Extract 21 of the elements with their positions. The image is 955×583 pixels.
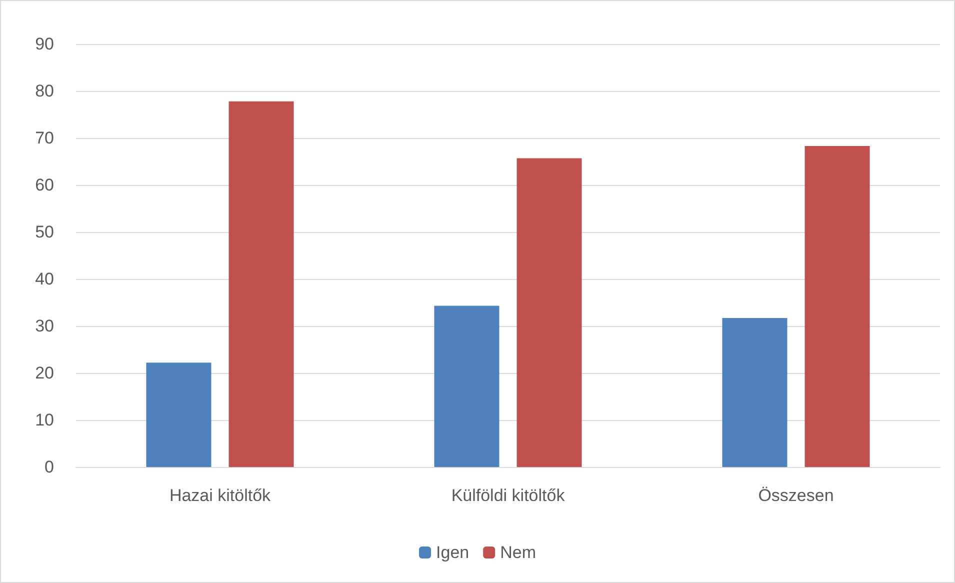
y-tick-label: 30 [35,316,54,336]
x-tick-label: Hazai kitöltők [169,486,272,505]
bar [516,158,582,467]
y-tick-label: 50 [35,222,54,242]
y-tick-label: 60 [35,176,54,194]
y-tick-label: 90 [35,34,54,54]
bar [228,101,294,467]
y-tick-label: 20 [35,364,54,382]
bar [722,318,788,467]
y-tick-label: 70 [35,128,54,148]
bar [434,306,500,467]
y-tick-label: 80 [35,82,54,100]
y-tick-label: 40 [35,270,54,288]
x-tick-label: Összesen [758,486,834,505]
legend-label: Igen [436,543,470,562]
legend-label: Nem [500,543,536,562]
bar [146,362,212,467]
bar [804,146,870,467]
y-tick-label: 0 [44,458,54,476]
y-tick-label: 10 [35,410,54,430]
x-tick-label: Külföldi kitöltők [451,486,566,505]
